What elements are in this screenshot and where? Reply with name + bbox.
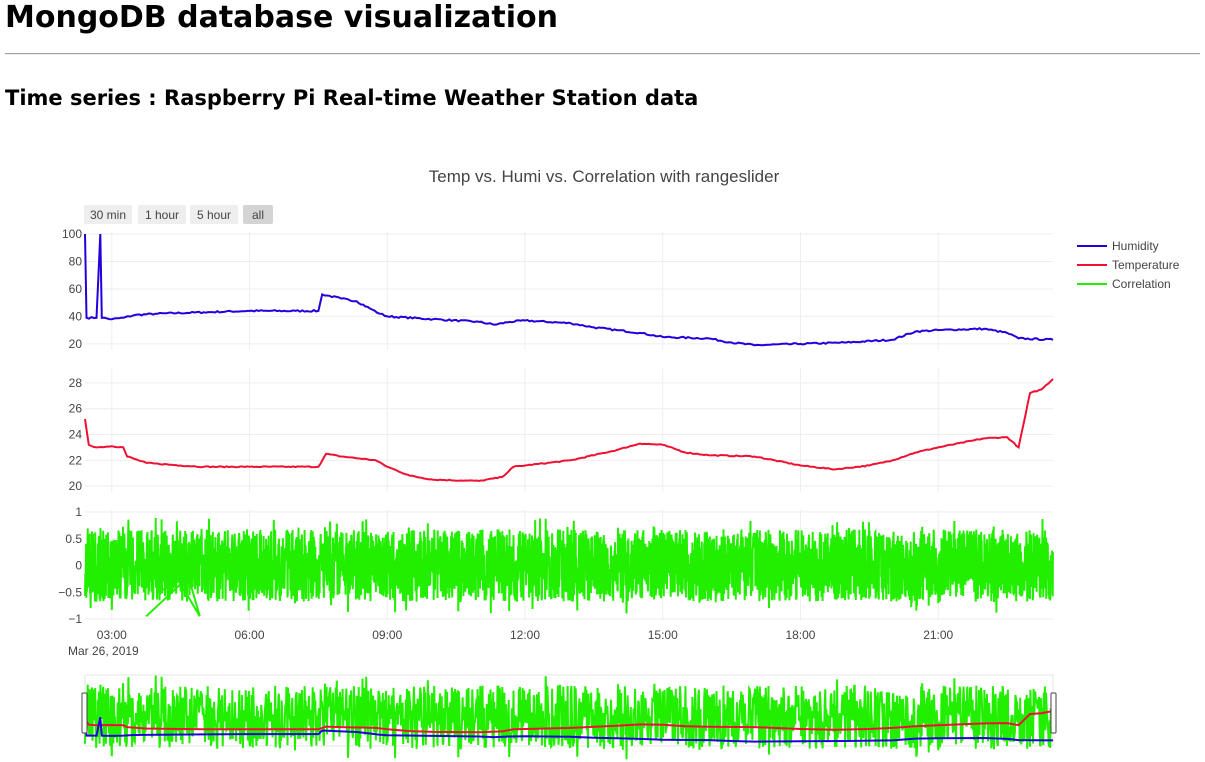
chart[interactable]: Temp vs. Humi vs. Correlation with range… [0, 150, 1205, 762]
y-tick-label-top: 100 [62, 227, 82, 241]
range-selector[interactable]: 30 min 1 hour 5 hour all [84, 205, 273, 224]
x-tick-label: 09:00 [372, 628, 402, 642]
grid-top [85, 232, 1053, 350]
y-tick-label-bottom: 0.5 [65, 532, 82, 546]
page-title: MongoDB database visualization [5, 0, 558, 35]
x-tick-label: 12:00 [510, 628, 540, 642]
y-tick-label-bottom: 1 [75, 505, 82, 519]
y-tick-label-middle: 20 [69, 479, 83, 493]
y-tick-label-middle: 28 [69, 376, 83, 390]
y-tick-label-top: 20 [69, 337, 83, 351]
range-button-1-hour[interactable]: 1 hour [138, 205, 186, 224]
range-button-30-min[interactable]: 30 min [84, 205, 132, 224]
y-tick-label-top: 60 [69, 282, 83, 296]
legend-label: Humidity [1112, 239, 1159, 253]
divider [5, 53, 1200, 55]
range-button-all[interactable]: all [243, 205, 273, 224]
y-tick-label-top: 40 [69, 309, 83, 323]
range-button-label: 30 min [90, 208, 126, 222]
range-button-5-hour[interactable]: 5 hour [190, 205, 238, 224]
x-tick-label: 03:00 [97, 628, 127, 642]
legend-item-correlation[interactable]: Correlation [1077, 277, 1171, 291]
x-tick-label: 15:00 [648, 628, 678, 642]
rangeslider-left-handle[interactable] [81, 692, 88, 734]
legend-item-temperature[interactable]: Temperature [1077, 258, 1180, 272]
y-tick-label-top: 80 [69, 254, 83, 268]
page-subtitle: Time series : Raspberry Pi Real-time Wea… [5, 86, 699, 110]
range-button-label: all [252, 208, 264, 222]
rangeslider[interactable] [81, 674, 1057, 760]
y-tick-label-bottom: −1 [68, 612, 82, 626]
chart-title: Temp vs. Humi vs. Correlation with range… [429, 167, 780, 186]
rangeslider-humidity [84, 716, 1054, 743]
temperature-line[interactable] [84, 378, 1054, 483]
legend-label: Correlation [1112, 277, 1171, 291]
x-tick-label: 21:00 [923, 628, 953, 642]
legend-label: Temperature [1112, 258, 1180, 272]
y-tick-label-bottom: 0 [75, 559, 82, 573]
rangeslider-right-handle[interactable] [1050, 692, 1057, 734]
rangeslider-correlation [84, 675, 1054, 760]
correlation-line[interactable] [84, 517, 1054, 614]
legend[interactable]: Humidity Temperature Correlation [1077, 239, 1180, 291]
plot-area[interactable]: 20 40 60 80 100 20 22 24 26 28 −1 −0.5 0 0.5 1 03:00 06:… [58, 227, 1054, 658]
y-tick-label-middle: 24 [69, 428, 83, 442]
legend-item-humidity[interactable]: Humidity [1077, 239, 1159, 253]
grid-middle [85, 368, 1053, 492]
y-tick-label-middle: 22 [69, 453, 83, 467]
y-tick-label-bottom: −0.5 [58, 585, 82, 599]
x-tick-label: 18:00 [785, 628, 815, 642]
rangeslider-temperature [84, 710, 1054, 734]
x-date-label: Mar 26, 2019 [68, 644, 139, 658]
range-button-label: 5 hour [197, 208, 231, 222]
range-button-label: 1 hour [145, 208, 179, 222]
y-tick-label-middle: 26 [69, 402, 83, 416]
x-tick-label: 06:00 [235, 628, 265, 642]
correlation-artifact [145, 574, 201, 618]
humidity-line[interactable] [84, 233, 1054, 347]
